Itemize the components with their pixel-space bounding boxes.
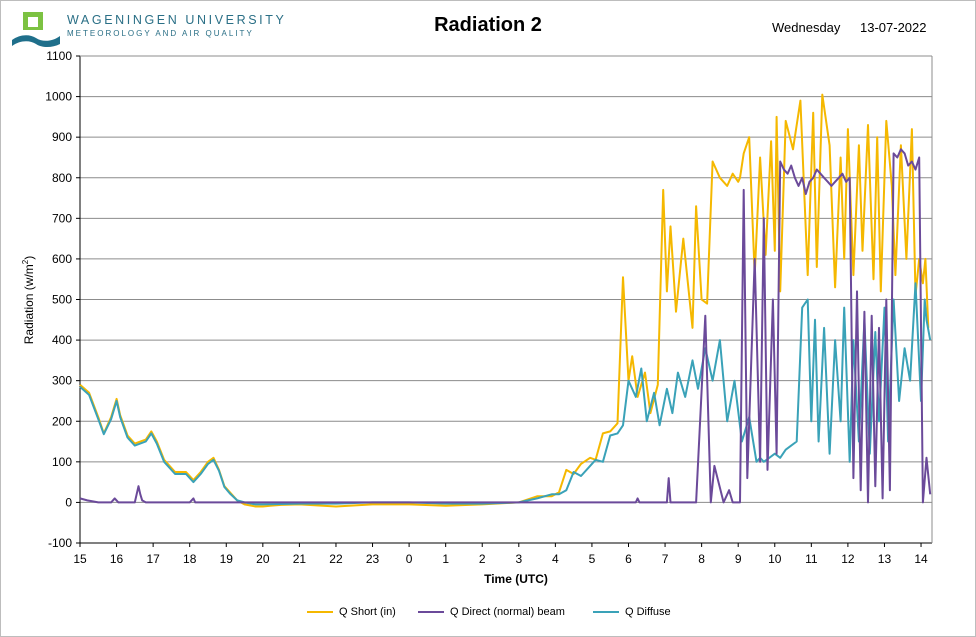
y-tick-label: 500 bbox=[52, 293, 72, 307]
x-tick-label: 0 bbox=[406, 552, 413, 566]
legend-swatch-direct bbox=[418, 611, 444, 613]
legend-item-diffuse: Q Diffuse bbox=[593, 606, 671, 618]
y-tick-label: -100 bbox=[48, 536, 72, 550]
y-tick-label: 400 bbox=[52, 333, 72, 347]
legend-label-direct: Q Direct (normal) beam bbox=[450, 606, 565, 618]
x-axis-label: Time (UTC) bbox=[484, 572, 548, 586]
y-tick-labels: -100 0 100 200 300 400 500 600 700 800 900 1000 1100 bbox=[45, 49, 72, 550]
logo-wave bbox=[12, 35, 60, 47]
gridlines bbox=[76, 55, 933, 547]
wageningen-logo bbox=[12, 12, 60, 47]
chart-title: Radiation 2 bbox=[434, 14, 542, 36]
x-tick-label: 5 bbox=[589, 552, 596, 566]
y-tick-label: 200 bbox=[52, 414, 72, 428]
x-tick-label: 6 bbox=[625, 552, 632, 566]
x-tick-label: 11 bbox=[805, 552, 818, 566]
x-tick-label: 8 bbox=[698, 552, 705, 566]
x-tick-label: 23 bbox=[366, 552, 380, 566]
y-tick-label: 100 bbox=[52, 455, 72, 469]
x-tick-label: 7 bbox=[662, 552, 669, 566]
x-tick-label: 1 bbox=[442, 552, 449, 566]
x-tick-label: 20 bbox=[256, 552, 270, 566]
x-tick-label: 4 bbox=[552, 552, 559, 566]
x-tick-label: 22 bbox=[329, 552, 343, 566]
x-tick-label: 18 bbox=[183, 552, 197, 566]
legend-swatch-diffuse bbox=[593, 611, 619, 613]
legend-label-short: Q Short (in) bbox=[339, 606, 396, 618]
university-name: WAGENINGEN UNIVERSITY bbox=[67, 13, 287, 27]
x-tick-label: 14 bbox=[914, 552, 928, 566]
x-tick-label: 10 bbox=[768, 552, 782, 566]
x-tick-label: 16 bbox=[110, 552, 124, 566]
x-tick-label: 3 bbox=[515, 552, 522, 566]
weekday: Wednesday bbox=[772, 20, 841, 35]
x-tick-label: 2 bbox=[479, 552, 486, 566]
legend-label-diffuse: Q Diffuse bbox=[625, 606, 671, 618]
y-tick-label: 900 bbox=[52, 130, 72, 144]
y-axis-label-main: Radiation (w/m bbox=[22, 264, 36, 344]
date: 13-07-2022 bbox=[860, 20, 927, 35]
legend-swatch-short bbox=[307, 611, 333, 613]
x-tick-label: 9 bbox=[735, 552, 742, 566]
y-axis-label-sup: 2 bbox=[21, 259, 30, 264]
plot-area: -100010020030040050060070080090010001100… bbox=[21, 49, 933, 586]
department-name: METEOROLOGY AND AIR QUALITY bbox=[67, 29, 254, 38]
x-tick-label: 15 bbox=[73, 552, 87, 566]
series-line-short bbox=[79, 93, 930, 508]
y-tick-label: 0 bbox=[65, 495, 72, 509]
x-tick-labels: 15 16 17 18 19 20 21 22 23 0 1 2 3 4 5 6 7 8 9 10 11 12 13 14 bbox=[73, 552, 928, 566]
x-tick-label: 17 bbox=[146, 552, 160, 566]
y-tick-label: 700 bbox=[52, 211, 72, 225]
y-axis-label: Radiation (w/m2) bbox=[21, 256, 36, 344]
legend-item-short: Q Short (in) bbox=[307, 606, 396, 618]
y-tick-label: 300 bbox=[52, 374, 72, 388]
y-tick-label: 600 bbox=[52, 252, 72, 266]
legend: Q Short (in) Q Direct (normal) beam Q Di… bbox=[0, 606, 976, 624]
logo-square-inner bbox=[28, 17, 38, 27]
series-lines bbox=[79, 93, 932, 508]
x-tick-label: 21 bbox=[293, 552, 307, 566]
x-tick-label: 19 bbox=[220, 552, 234, 566]
y-tick-label: 1000 bbox=[45, 90, 72, 104]
series-line-direct bbox=[79, 148, 932, 504]
x-tick-label: 13 bbox=[878, 552, 892, 566]
legend-item-direct: Q Direct (normal) beam bbox=[418, 606, 565, 618]
y-tick-label: 1100 bbox=[46, 49, 72, 63]
y-axis-label-end: ) bbox=[22, 256, 36, 260]
x-tick-label: 12 bbox=[841, 552, 855, 566]
series-line-diffuse bbox=[79, 282, 932, 506]
y-tick-label: 800 bbox=[52, 171, 72, 185]
